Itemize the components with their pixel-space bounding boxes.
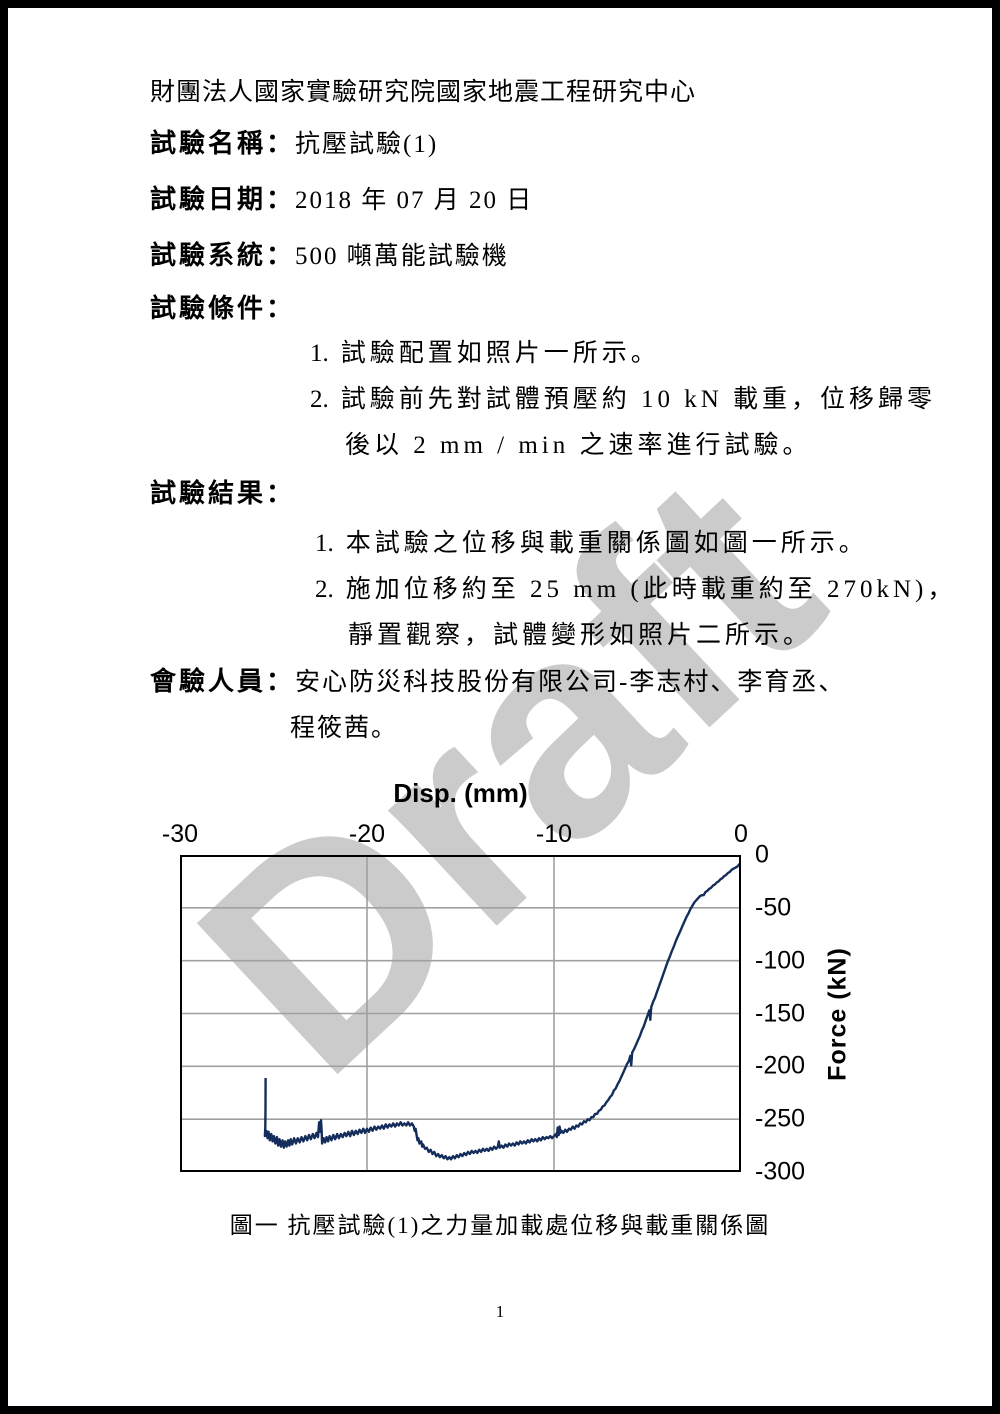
x-tick-label: -30	[161, 820, 199, 848]
field-value: 抗壓試驗(1)	[295, 131, 439, 158]
result-item-1: 1. 本試驗之位移與載重關係圖如圖一所示。	[315, 530, 868, 557]
x-tick-label: 0	[734, 820, 748, 848]
y-tick-label: -100	[755, 946, 806, 975]
list-number: 1.	[315, 530, 334, 557]
force-disp-chart	[180, 855, 741, 1172]
plot-area	[180, 855, 741, 1172]
chart-y-axis-ticks: 0 -50 -100 -150 -200 -250 -300	[755, 841, 845, 1186]
field-witness-personnel: 會驗人員：安心防災科技股份有限公司-李志村、李育丞、	[150, 667, 846, 696]
field-colon: ：	[266, 185, 296, 214]
chart-x-axis-title: Disp. (mm)	[393, 778, 528, 808]
field-label: 試驗名稱	[150, 129, 267, 158]
field-value: 2018 年 07 月 20 日	[295, 187, 534, 214]
figure-caption: 圖一 抗壓試驗(1)之力量加載處位移與載重關係圖	[229, 1213, 771, 1238]
field-colon: ：	[266, 129, 296, 158]
field-test-date: 試驗日期：2018 年 07 月 20 日	[150, 179, 533, 216]
result-item-2-line-1: 2. 施加位移約至 25 mm (此時載重約至 270kN)，	[315, 576, 957, 603]
field-colon: ：	[266, 241, 296, 270]
plot-border	[180, 855, 741, 1172]
y-tick-label: -200	[755, 1051, 806, 1080]
x-tick-label: -10	[535, 820, 573, 848]
section-results-heading: 試驗結果：	[150, 479, 296, 508]
result-item-2-line-2: 靜置觀察，試體變形如照片二所示。	[348, 622, 813, 649]
field-test-system: 試驗系統：500 噸萬能試驗機	[150, 235, 509, 272]
x-tick-label: -20	[348, 820, 386, 848]
y-tick-label: -50	[755, 893, 792, 922]
y-tick-label: -300	[755, 1157, 806, 1186]
y-tick-label: -150	[755, 999, 806, 1027]
field-test-name: 試驗名稱：抗壓試驗(1)	[150, 123, 438, 160]
page-number: 1	[495, 1302, 505, 1321]
force-disp-curve	[263, 862, 741, 1161]
y-tick-label: 0	[755, 840, 769, 869]
field-label: 試驗日期	[150, 185, 267, 214]
org-title: 財團法人國家實驗研究院國家地震工程研究中心	[150, 79, 697, 106]
field-label: 試驗系統	[150, 241, 267, 270]
chart-x-axis-ticks: -30 -20 -10 0	[162, 820, 748, 852]
condition-item-1: 1. 試驗配置如照片一所示。	[310, 340, 660, 367]
witness-personnel-line-2: 程筱茜。	[290, 715, 399, 742]
section-conditions-heading: 試驗條件：	[150, 294, 296, 323]
chart-y-axis-title: Force (kN)	[823, 947, 852, 1081]
list-number: 2.	[315, 576, 334, 603]
list-number: 1.	[310, 340, 329, 367]
list-number: 2.	[310, 386, 329, 413]
condition-item-2-line-1: 2. 試驗前先對試體預壓約 10 kN 載重，位移歸零	[310, 386, 937, 413]
field-value: 500 噸萬能試驗機	[295, 243, 509, 270]
condition-item-2-line-2: 後以 2 mm / min 之速率進行試驗。	[345, 432, 812, 459]
y-tick-label: -250	[755, 1104, 806, 1133]
